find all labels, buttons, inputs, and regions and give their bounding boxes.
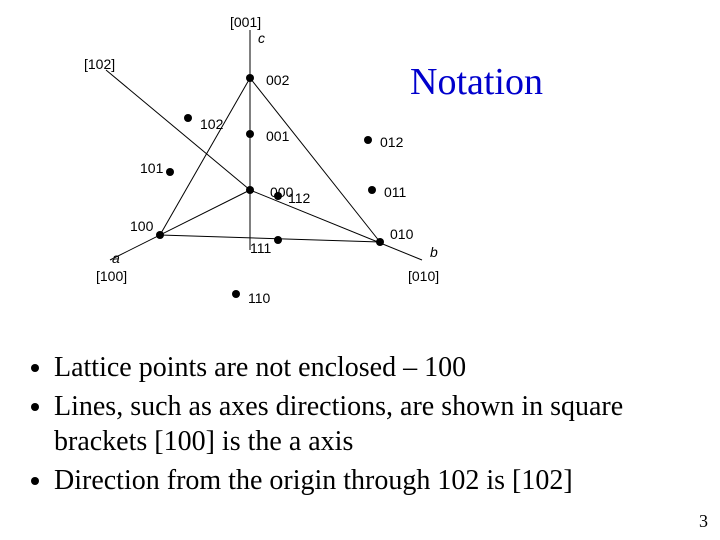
- diagram-label: a: [112, 250, 120, 266]
- diagram-label: 012: [380, 134, 403, 150]
- diagram-label: 101: [140, 160, 163, 176]
- bullet-item: Direction from the origin through 102 is…: [54, 463, 700, 498]
- diagram-label: 112: [288, 190, 310, 206]
- diagram-label: 111: [250, 240, 271, 256]
- page-number: 3: [699, 511, 708, 532]
- diagram-label: 102: [200, 116, 223, 132]
- diagram-label: 002: [266, 72, 289, 88]
- diagram-label: 010: [390, 226, 413, 242]
- diagram-label: 110: [248, 290, 270, 306]
- diagram-label: [001]: [230, 14, 261, 30]
- diagram-label: [100]: [96, 268, 127, 284]
- diagram-label: 011: [384, 184, 406, 200]
- diagram-label: [010]: [408, 268, 439, 284]
- diagram-label: 100: [130, 218, 153, 234]
- bullet-list: Lattice points are not enclosed – 100 Li…: [20, 350, 700, 502]
- diagram-label: 001: [266, 128, 289, 144]
- diagram-label: [102]: [84, 56, 115, 72]
- lattice-diagram: 000[001]c002001[100]a100[010]b010102[102…: [60, 10, 460, 325]
- bullet-item: Lattice points are not enclosed – 100: [54, 350, 700, 385]
- bullet-item: Lines, such as axes directions, are show…: [54, 389, 700, 459]
- diagram-label: b: [430, 244, 438, 260]
- diagram-label: c: [258, 30, 265, 46]
